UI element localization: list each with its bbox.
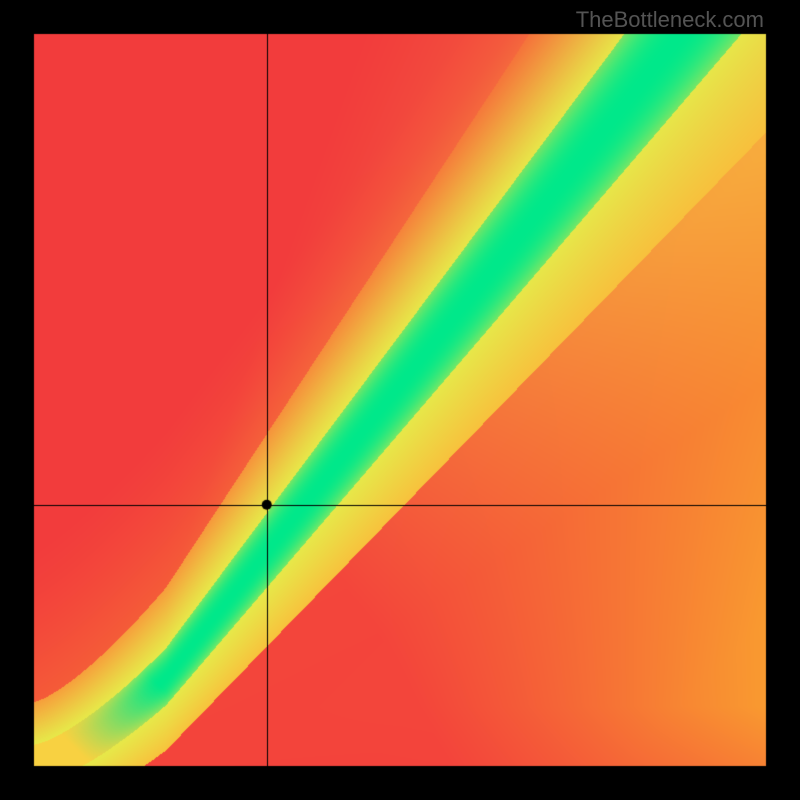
watermark-text: TheBottleneck.com [576, 7, 764, 33]
chart-container: { "canvas": { "width": 800, "height": 80… [0, 0, 800, 800]
heatmap-plot [0, 0, 800, 800]
